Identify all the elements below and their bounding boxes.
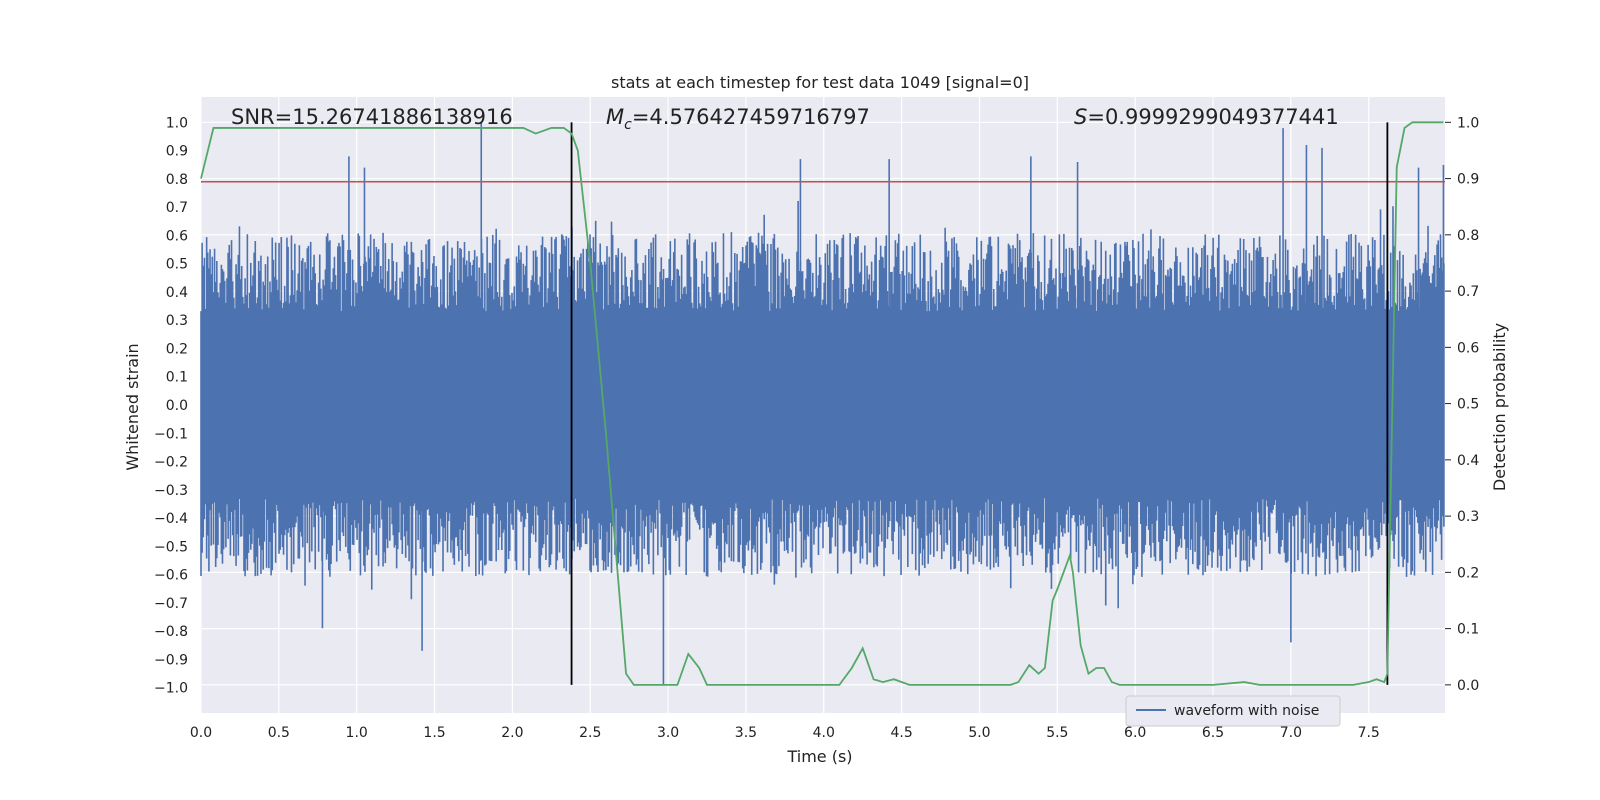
y-tick-label: 0.8 xyxy=(166,172,188,188)
y-tick-label: 0.5 xyxy=(166,257,188,273)
x-tick-label: 3.5 xyxy=(735,725,757,741)
y-tick-label: −0.9 xyxy=(154,652,188,668)
y-tick-label: 1.0 xyxy=(166,115,188,131)
y-tick-label: −0.5 xyxy=(154,539,188,555)
y-tick-label: −0.1 xyxy=(154,426,188,442)
x-tick-label: 3.0 xyxy=(657,725,679,741)
x-tick-label: 5.0 xyxy=(968,725,990,741)
chart-title: stats at each timestep for test data 104… xyxy=(611,73,1029,92)
y-tick-label-right: 0.2 xyxy=(1457,565,1479,581)
y-tick-label: 0.3 xyxy=(166,313,188,329)
x-tick-label: 4.0 xyxy=(813,725,835,741)
legend-label: waveform with noise xyxy=(1174,703,1319,719)
x-axis-label: Time (s) xyxy=(786,747,852,766)
y-tick-label-right: 0.0 xyxy=(1457,678,1479,694)
x-tick-label: 2.5 xyxy=(579,725,601,741)
y-tick-label-right: 0.6 xyxy=(1457,340,1479,356)
y-tick-label: −0.8 xyxy=(154,624,188,640)
x-tick-label: 7.0 xyxy=(1280,725,1302,741)
y-tick-label-right: 1.0 xyxy=(1457,115,1479,131)
y-ticks: 1.0 0.9 0.8 0.7 0.6 0.5 0.4 0.3 0.2 0.1 0.0 −0.1 −0.… xyxy=(154,115,188,696)
y-tick-label: 0.9 xyxy=(166,144,188,160)
x-tick-label: 2.0 xyxy=(501,725,523,741)
chirp-mass-value: =4.576427459716797 xyxy=(632,105,870,129)
y-tick-label: −0.4 xyxy=(154,511,188,527)
y-tick-label-right: 0.8 xyxy=(1457,228,1479,244)
y-axis-label: Whitened strain xyxy=(123,343,142,470)
y-tick-label: −0.3 xyxy=(154,483,188,499)
y-tick-label-right: 0.7 xyxy=(1457,284,1479,300)
y-tick-label: 0.4 xyxy=(166,285,188,301)
x-tick-label: 0.0 xyxy=(190,725,212,741)
y-tick-label: 0.6 xyxy=(166,228,188,244)
y-tick-label-right: 0.1 xyxy=(1457,622,1479,638)
x-ticks: 0.0 0.5 1.0 1.5 2.0 2.5 3.0 3.5 4.0 4.5 5.0 5.5 6.0 6… xyxy=(190,725,1380,741)
y-tick-label: 0.7 xyxy=(166,200,188,216)
y-tick-label-right: 0.3 xyxy=(1457,509,1479,525)
x-tick-label: 1.5 xyxy=(423,725,445,741)
y-tick-label-right: 0.9 xyxy=(1457,172,1479,188)
legend: waveform with noise xyxy=(1125,695,1341,727)
y-ticks-right: 1.0 0.9 0.8 0.7 0.6 0.5 0.4 0.3 0.2 0.1 0.0 xyxy=(1445,115,1479,694)
y-tick-label: −0.6 xyxy=(154,568,188,584)
x-tick-label: 5.5 xyxy=(1046,725,1068,741)
chirp-mass-symbol: M xyxy=(606,105,624,129)
y-tick-label: −1.0 xyxy=(154,681,188,697)
x-tick-label: 4.5 xyxy=(890,725,912,741)
legend-box xyxy=(1125,695,1341,727)
chirp-mass-subscript: c xyxy=(624,117,632,133)
x-tick-label: 1.0 xyxy=(346,725,368,741)
x-tick-label: 6.5 xyxy=(1202,725,1224,741)
y-axis-label-right: Detection probability xyxy=(1490,323,1509,491)
waveform-series xyxy=(200,122,1445,685)
y-tick-label-right: 0.5 xyxy=(1457,397,1479,413)
x-tick-label: 7.5 xyxy=(1358,725,1380,741)
snr-annotation: SNR=15.26741886138916 xyxy=(231,105,513,129)
y-tick-label: −0.7 xyxy=(154,596,188,612)
score-value: =0.9999299049377441 xyxy=(1087,105,1338,129)
x-tick-label: 0.5 xyxy=(268,725,290,741)
y-tick-label-right: 0.4 xyxy=(1457,453,1479,469)
y-tick-label: −0.2 xyxy=(154,455,188,471)
y-tick-label: 0.1 xyxy=(166,370,188,386)
score-annotation: S=0.9999299049377441 xyxy=(1074,105,1339,129)
x-tick-label: 6.0 xyxy=(1124,725,1146,741)
chirp-mass-annotation: Mc=4.576427459716797 xyxy=(606,105,870,133)
y-tick-label: 0.2 xyxy=(166,341,188,357)
vertical-markers xyxy=(570,122,1389,685)
detection-probability-line xyxy=(200,121,1444,686)
y-tick-label: 0.0 xyxy=(166,398,188,414)
score-symbol: S xyxy=(1074,105,1087,129)
